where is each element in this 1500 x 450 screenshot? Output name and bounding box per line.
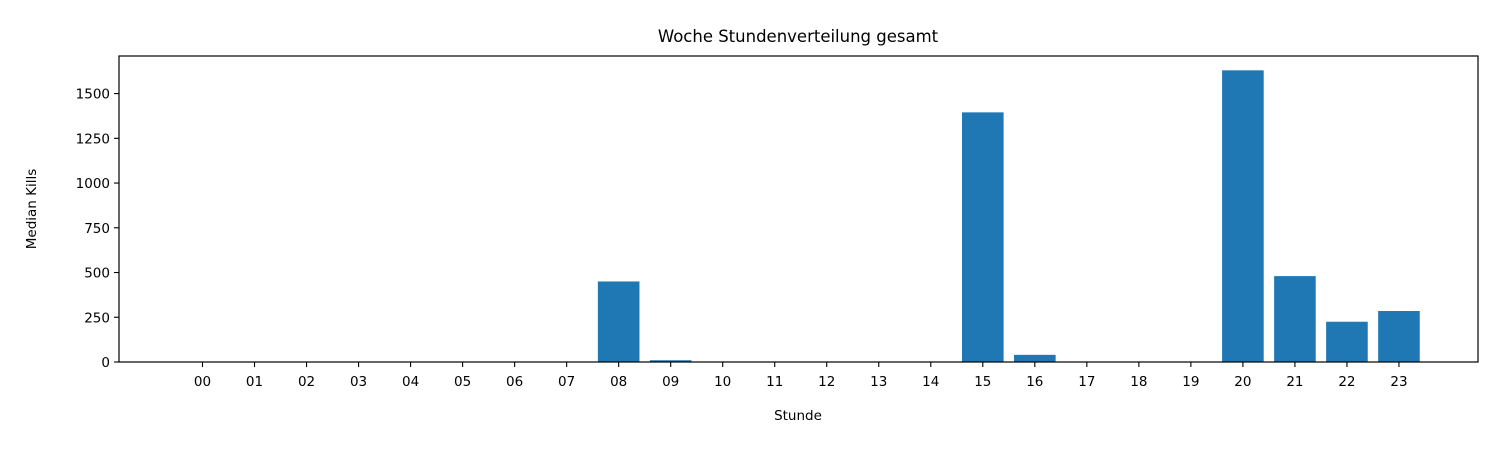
bar-09 xyxy=(649,360,692,362)
x-tick-label: 14 xyxy=(922,374,939,390)
y-tick-label: 1250 xyxy=(76,131,110,147)
bar-20 xyxy=(1222,70,1264,362)
bar-15 xyxy=(962,112,1004,363)
y-tick-label: 1500 xyxy=(76,87,110,103)
x-tick-label: 19 xyxy=(1182,374,1199,390)
x-tick-label: 16 xyxy=(1026,374,1043,390)
y-axis-ticks: 0 250 500 750 1000 1250 1500 xyxy=(76,87,119,371)
x-tick-label: 07 xyxy=(558,374,575,390)
plot-frame xyxy=(118,55,1479,363)
x-tick-label: 03 xyxy=(350,374,367,390)
x-tick-label: 01 xyxy=(246,374,263,390)
bar-08 xyxy=(597,281,640,362)
x-tick-label: 23 xyxy=(1390,374,1407,390)
x-tick-label: 22 xyxy=(1338,374,1355,390)
bar-22 xyxy=(1326,321,1368,362)
y-tick-label: 250 xyxy=(84,310,110,326)
x-axis-ticks: 00 01 02 03 04 05 06 07 08 09 10 11 12 13 14 15 16 17 18 19… xyxy=(194,362,1408,390)
y-tick-label: 0 xyxy=(101,355,110,371)
bars-group xyxy=(597,70,1420,363)
y-tick-label: 1000 xyxy=(76,176,110,192)
x-tick-label: 11 xyxy=(766,374,783,390)
x-tick-label: 00 xyxy=(194,374,211,390)
x-tick-label: 18 xyxy=(1130,374,1147,390)
x-axis-label: Stunde xyxy=(774,408,822,424)
bar-23 xyxy=(1378,311,1420,362)
x-tick-label: 17 xyxy=(1078,374,1095,390)
x-tick-label: 04 xyxy=(402,374,419,390)
x-tick-label: 08 xyxy=(610,374,627,390)
x-tick-label: 02 xyxy=(298,374,315,390)
x-tick-label: 15 xyxy=(974,374,991,390)
x-tick-label: 13 xyxy=(870,374,887,390)
y-tick-label: 500 xyxy=(84,266,110,282)
bar-21 xyxy=(1274,276,1316,362)
x-tick-label: 06 xyxy=(506,374,523,390)
x-tick-label: 05 xyxy=(454,374,471,390)
x-tick-label: 21 xyxy=(1286,374,1303,390)
x-tick-label: 20 xyxy=(1234,374,1251,390)
bar-16 xyxy=(1014,354,1056,362)
y-axis-label: Median Kills xyxy=(24,169,40,250)
x-tick-label: 12 xyxy=(818,374,835,390)
chart-title: Woche Stundenverteilung gesamt xyxy=(658,27,939,46)
x-tick-label: 09 xyxy=(662,374,679,390)
x-tick-label: 10 xyxy=(714,374,731,390)
y-tick-label: 750 xyxy=(84,221,110,237)
